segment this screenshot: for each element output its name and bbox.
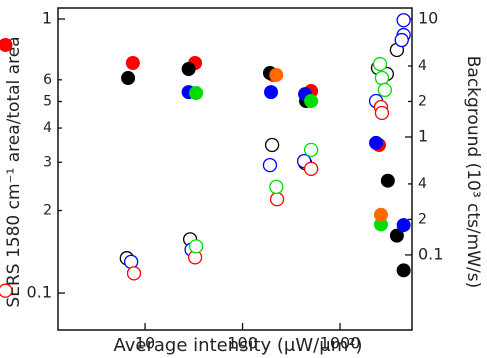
y-tick-label: 6 — [43, 72, 52, 88]
filled-point — [396, 218, 411, 233]
open-point — [377, 82, 392, 98]
open-point — [374, 105, 390, 121]
x-tick-label: 100 — [227, 334, 258, 353]
filled-point — [121, 71, 136, 86]
filled-point — [389, 228, 404, 243]
filled-point — [181, 62, 196, 77]
filled-point — [373, 217, 388, 232]
y-tick-label: 4 — [43, 120, 52, 136]
filled-point — [269, 67, 284, 82]
filled-point — [369, 135, 384, 150]
filled-point — [189, 86, 204, 101]
open-point — [126, 266, 142, 281]
y-tick-label: 5 — [43, 94, 52, 110]
y-tick-label: 3 — [43, 154, 52, 170]
filled-point — [373, 207, 388, 222]
y2-tick-label: 4 — [418, 176, 427, 192]
y2-tick-label: 2 — [418, 93, 427, 109]
y-tick-label: 0.1 — [27, 283, 52, 302]
plot-frame — [57, 7, 413, 331]
filled-point — [380, 173, 395, 188]
open-point — [372, 56, 388, 72]
y-axis-label: SERS 1580 cm⁻¹ area/total area — [4, 36, 24, 307]
open-point — [123, 254, 139, 269]
x-axis-label: Average intensity (μW/μm²) — [114, 335, 363, 356]
open-point — [303, 142, 319, 158]
open-point — [188, 239, 204, 254]
filled-point — [0, 37, 13, 52]
y2-tick-label: 4 — [418, 58, 427, 74]
open-point — [394, 32, 409, 48]
filled-point — [396, 263, 411, 278]
open-point — [396, 13, 411, 28]
y2-tick-label: 0.1 — [418, 244, 443, 263]
open-point — [0, 283, 13, 298]
open-point — [269, 192, 285, 207]
filled-point — [304, 94, 319, 109]
y2-tick-label: 1 — [418, 126, 428, 145]
y2-tick-label: 10 — [418, 9, 438, 28]
y-tick-label: 2 — [43, 203, 52, 219]
filled-point — [125, 56, 140, 71]
x-tick-label: 10 — [135, 334, 155, 353]
open-point — [303, 161, 319, 176]
y2-axis-label: Background (10³ cts/mW/s) — [463, 56, 483, 289]
x-tick-label: 1000 — [320, 334, 361, 353]
open-point — [374, 70, 390, 86]
y2-tick-label: 2 — [418, 211, 427, 227]
open-point — [264, 137, 280, 153]
y-tick-label: 1 — [42, 9, 52, 28]
open-point — [269, 179, 284, 195]
filled-point — [264, 85, 279, 100]
open-point — [262, 157, 278, 173]
